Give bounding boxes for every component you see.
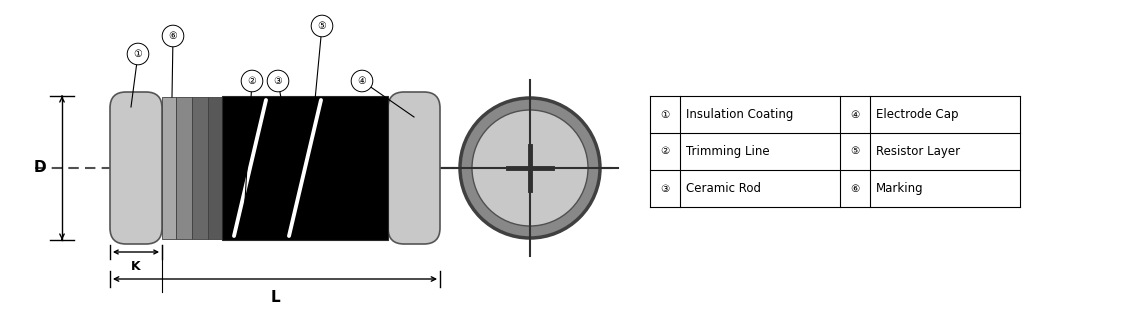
- Text: Marking: Marking: [877, 182, 924, 195]
- Circle shape: [352, 70, 373, 92]
- Text: Resistor Layer: Resistor Layer: [877, 145, 960, 158]
- Text: D: D: [34, 161, 46, 175]
- Text: ②: ②: [661, 146, 670, 157]
- Text: Insulation Coating: Insulation Coating: [687, 108, 793, 121]
- Text: Ceramic Rod: Ceramic Rod: [687, 182, 761, 195]
- Polygon shape: [208, 97, 222, 239]
- Polygon shape: [176, 97, 192, 239]
- Polygon shape: [222, 96, 388, 240]
- Text: ③: ③: [661, 183, 670, 194]
- Circle shape: [472, 110, 588, 226]
- Circle shape: [460, 98, 601, 238]
- Text: ⑥: ⑥: [169, 31, 178, 41]
- Text: ⑥: ⑥: [851, 183, 860, 194]
- Text: ④: ④: [851, 110, 860, 120]
- Circle shape: [311, 15, 333, 37]
- Circle shape: [162, 25, 184, 47]
- Text: Trimming Line: Trimming Line: [687, 145, 769, 158]
- Text: Electrode Cap: Electrode Cap: [877, 108, 958, 121]
- Polygon shape: [162, 97, 176, 239]
- Text: ⑤: ⑤: [851, 146, 860, 157]
- Text: L: L: [270, 290, 279, 304]
- Text: ④: ④: [357, 76, 366, 86]
- FancyBboxPatch shape: [110, 92, 162, 244]
- Circle shape: [241, 70, 262, 92]
- Polygon shape: [192, 97, 208, 239]
- Text: K: K: [131, 259, 141, 272]
- Circle shape: [267, 70, 288, 92]
- FancyBboxPatch shape: [388, 92, 440, 244]
- Text: ①: ①: [661, 110, 670, 120]
- Text: ①: ①: [133, 49, 143, 59]
- Text: ③: ③: [274, 76, 283, 86]
- Text: ⑤: ⑤: [318, 21, 327, 31]
- Text: ②: ②: [248, 76, 257, 86]
- Circle shape: [127, 43, 149, 65]
